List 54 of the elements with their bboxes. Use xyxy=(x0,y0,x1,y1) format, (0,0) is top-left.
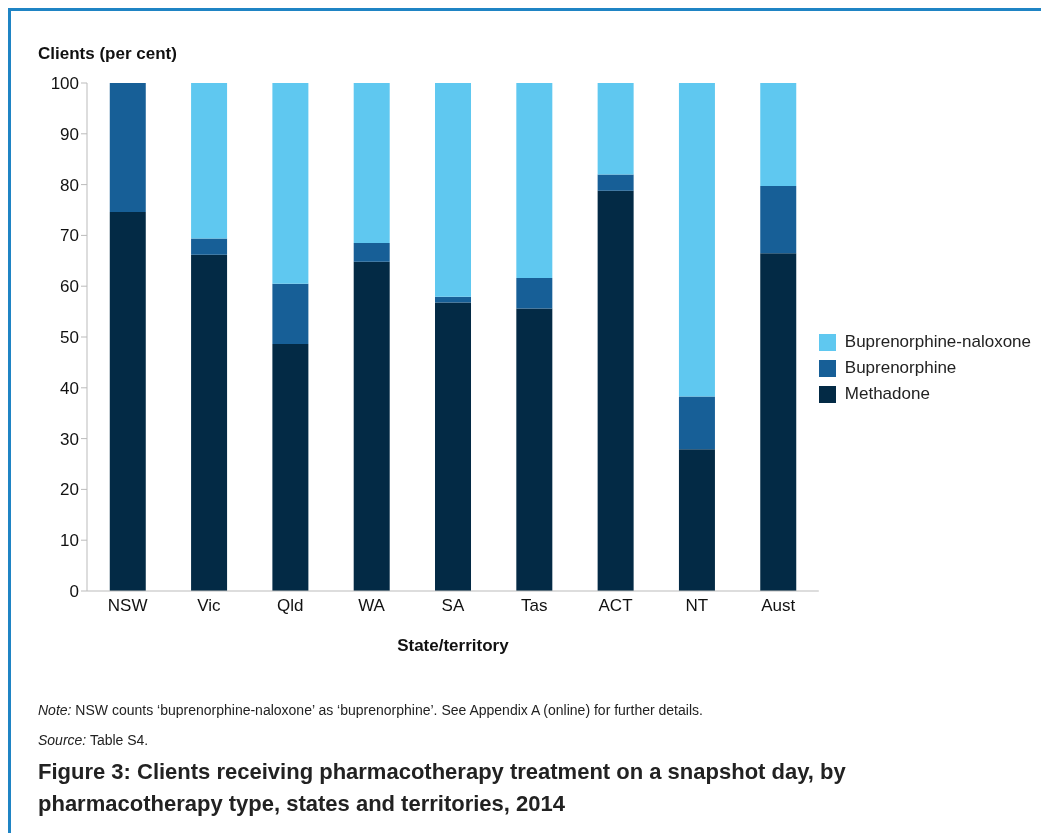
x-tick-label: Aust xyxy=(761,596,796,616)
bar xyxy=(191,254,228,591)
bar xyxy=(109,83,146,213)
bar xyxy=(516,83,553,279)
bar xyxy=(516,308,553,591)
bar xyxy=(597,174,634,191)
x-tick-label: SA xyxy=(441,596,465,616)
bar xyxy=(191,238,228,255)
y-tick-label: 100 xyxy=(50,74,79,94)
source-note: Source: Table S4. xyxy=(38,732,149,748)
bar xyxy=(353,243,390,262)
bar xyxy=(191,83,228,239)
bar xyxy=(353,83,390,244)
y-tick-label: 20 xyxy=(60,480,79,500)
x-tick-label: Vic xyxy=(197,596,222,616)
bar xyxy=(760,83,797,187)
y-tick-label: 10 xyxy=(60,531,79,551)
bar xyxy=(272,283,309,345)
y-tick-label: 40 xyxy=(60,378,79,398)
x-tick-label: Qld xyxy=(277,596,304,616)
legend-label: Methadone xyxy=(844,384,930,404)
y-tick-label: 70 xyxy=(60,226,79,246)
y-tick-label: 0 xyxy=(69,582,79,602)
bar xyxy=(272,344,309,591)
y-tick-label: 60 xyxy=(60,277,79,297)
y-tick-label: 50 xyxy=(60,328,79,348)
bar xyxy=(435,296,472,303)
legend-label: Buprenorphine-naloxone xyxy=(844,332,1031,352)
bar xyxy=(678,449,715,591)
x-tick-label: ACT xyxy=(598,596,633,616)
bar xyxy=(678,396,715,450)
y-tick-label: 90 xyxy=(60,124,79,144)
bar xyxy=(597,190,634,591)
bar xyxy=(272,83,309,284)
bar xyxy=(435,302,472,591)
x-tick-label: NT xyxy=(685,596,709,616)
bar xyxy=(678,83,715,397)
legend-label: Buprenorphine xyxy=(844,358,957,378)
x-axis-title: State/territory xyxy=(397,636,510,655)
bar xyxy=(597,83,634,175)
bar xyxy=(353,261,390,591)
bar xyxy=(760,186,797,254)
y-tick-label: 30 xyxy=(60,429,79,449)
bar xyxy=(516,278,553,309)
x-tick-label: WA xyxy=(358,596,386,616)
bar xyxy=(109,212,146,591)
x-tick-label: NSW xyxy=(107,596,148,616)
bar xyxy=(435,83,472,297)
y-tick-label: 80 xyxy=(60,175,79,195)
y-axis-title: Clients (per cent) xyxy=(38,44,177,64)
text: Note: NSW counts ‘buprenorphine-naloxone’ as ‘buprenorphine’. See Appendix A (online) for further details. xyxy=(38,702,703,718)
text: Figure 3: Clients receiving pharmacotherapy treatment on a snapshot day, by pharmacotherapy type, states and territories, 2014 xyxy=(38,758,847,818)
bar xyxy=(760,253,797,591)
x-tick-label: Tas xyxy=(520,596,548,616)
